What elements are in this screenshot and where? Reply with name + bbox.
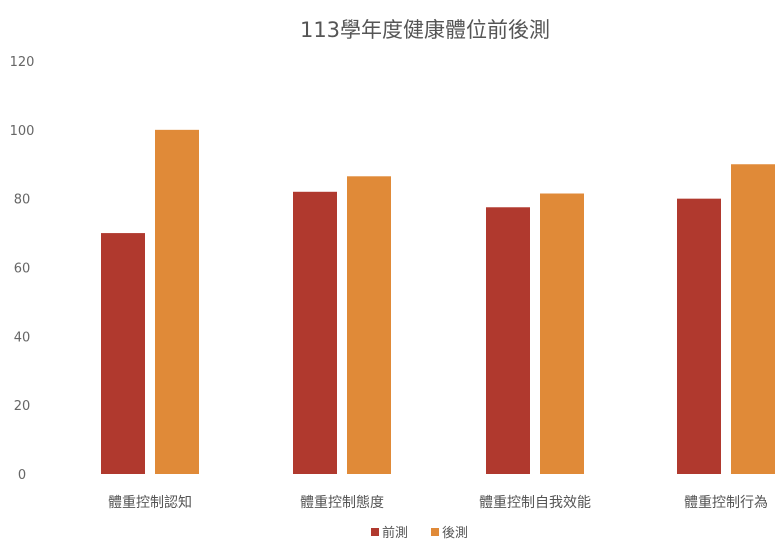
bar-posttest <box>731 164 775 474</box>
y-tick-label: 100 <box>10 124 35 139</box>
x-axis-labels: 體重控制認知 體重控制態度 體重控制自我效能 體重控制行為 <box>108 494 768 511</box>
y-tick-label: 20 <box>14 399 31 414</box>
y-tick-label: 80 <box>14 193 31 208</box>
bar-posttest <box>155 129 199 475</box>
y-axis-ticks: 0 20 40 60 80 100 120 <box>10 55 35 483</box>
bar-pretest <box>486 207 530 475</box>
x-tick-label: 體重控制行為 <box>684 495 768 511</box>
bar-posttest <box>540 193 584 475</box>
x-tick-label: 體重控制自我效能 <box>479 495 591 511</box>
bar-pretest <box>677 198 721 474</box>
bars <box>101 129 775 475</box>
chart-title: 113學年度健康體位前後測 <box>300 18 550 42</box>
y-tick-label: 0 <box>18 468 26 483</box>
y-tick-label: 120 <box>10 55 35 70</box>
bar-pretest <box>293 191 337 475</box>
legend-label: 前測 <box>382 525 408 540</box>
legend-swatch <box>431 528 439 536</box>
legend-label: 後測 <box>442 526 468 540</box>
bar-pretest <box>101 233 145 474</box>
x-tick-label: 體重控制態度 <box>300 495 384 511</box>
y-tick-label: 60 <box>14 262 31 277</box>
bar-posttest <box>347 176 391 474</box>
legend-swatch <box>371 528 379 536</box>
y-tick-label: 40 <box>14 330 31 345</box>
legend: 前測 後測 <box>371 525 468 541</box>
x-tick-label: 體重控制認知 <box>108 494 192 511</box>
